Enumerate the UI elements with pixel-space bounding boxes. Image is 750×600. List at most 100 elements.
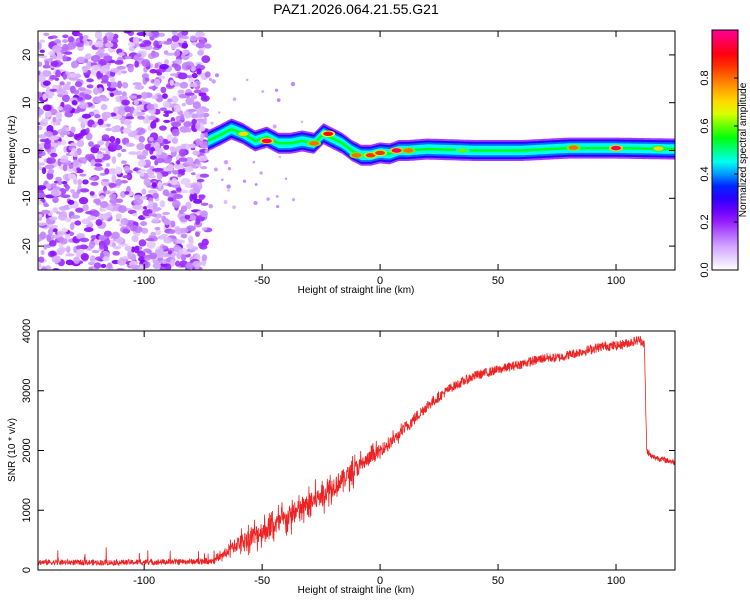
noise-blob [79, 188, 90, 193]
noise-blob [125, 116, 135, 120]
noise-blob [198, 122, 204, 130]
noise-blob [116, 65, 127, 70]
noise-blob [83, 227, 94, 233]
noise-blob [43, 203, 50, 208]
noise-blob [81, 218, 91, 225]
noise-speck [290, 81, 296, 87]
noise-blob [148, 175, 156, 179]
noise-blob [117, 258, 127, 266]
noise-speck [278, 155, 282, 159]
spectrogram-ytick-label: 0 [21, 147, 33, 153]
noise-blob [152, 206, 162, 211]
noise-blob [39, 49, 45, 54]
noise-blob [75, 42, 84, 48]
noise-blob [50, 54, 57, 60]
noise-blob [202, 117, 208, 122]
noise-blob [50, 183, 57, 188]
noise-blob [111, 200, 117, 206]
noise-blob [56, 88, 66, 95]
noise-blob [43, 131, 54, 137]
snr-xtick-label: 50 [492, 575, 504, 587]
noise-blob [121, 148, 127, 153]
noise-blob [136, 142, 146, 151]
spectrogram-xtick-label: 50 [492, 275, 504, 287]
noise-blob [87, 40, 93, 46]
noise-blob [171, 31, 178, 36]
noise-blob [155, 147, 164, 153]
noise-blob [148, 32, 153, 37]
noise-blob [180, 253, 187, 261]
noise-blob [38, 108, 44, 116]
noise-blob [134, 84, 145, 90]
noise-blob [160, 233, 169, 238]
noise-blob [201, 254, 208, 262]
noise-blob [106, 211, 112, 218]
noise-blob [78, 87, 86, 91]
noise-blob [188, 235, 194, 243]
noise-blob [114, 166, 123, 175]
noise-blob [181, 102, 187, 107]
noise-blob [82, 89, 92, 95]
noise-blob [132, 130, 139, 134]
noise-blob [65, 217, 72, 223]
noise-blob [42, 104, 52, 112]
noise-blob [164, 263, 172, 270]
ridge-peak [365, 153, 376, 158]
noise-blob [188, 77, 195, 83]
snr-xtick-label: -100 [133, 575, 155, 587]
noise-blob [114, 90, 123, 96]
noise-blob [127, 64, 134, 73]
noise-blob [196, 160, 201, 165]
noise-blob [76, 56, 86, 64]
noise-blob [84, 58, 89, 64]
noise-blob [74, 221, 81, 226]
noise-blob [183, 121, 193, 128]
noise-blob [169, 146, 177, 153]
noise-blob [148, 252, 158, 260]
noise-blob [159, 200, 166, 208]
noise-blob [150, 231, 157, 237]
noise-blob [196, 107, 205, 115]
noise-blob [99, 244, 105, 250]
noise-blob [73, 89, 80, 95]
noise-blob [99, 97, 110, 102]
noise-blob [203, 43, 212, 49]
colorbar-ticks: 0.0 0.2 0.4 0.6 0.8 [699, 70, 738, 278]
noise-blob [51, 189, 59, 197]
noise-blob [163, 100, 171, 108]
noise-blob [120, 160, 128, 165]
noise-blob [92, 87, 100, 95]
noise-blob [110, 77, 116, 83]
noise-blob [62, 39, 69, 43]
noise-blob [85, 127, 90, 134]
noise-blob [61, 181, 68, 185]
noise-blob [79, 173, 87, 177]
noise-blob [119, 223, 124, 227]
noise-blob [201, 227, 208, 231]
noise-blob [187, 108, 198, 112]
noise-blob [102, 206, 107, 212]
noise-blob [200, 165, 208, 170]
noise-blob [136, 31, 147, 36]
noise-blob [160, 86, 167, 94]
noise-blob [189, 193, 194, 202]
noise-blob [199, 39, 207, 44]
noise-blob [70, 189, 75, 194]
noise-blob [46, 124, 54, 133]
noise-speck [232, 97, 237, 101]
noise-blob [167, 250, 173, 255]
noise-blob [180, 205, 188, 213]
noise-blob [72, 159, 80, 167]
noise-blob [48, 216, 58, 221]
noise-blob [62, 72, 67, 80]
noise-speck [226, 184, 231, 189]
noise-blob [169, 79, 174, 86]
noise-blob [61, 139, 67, 146]
noise-blob [118, 52, 125, 57]
noise-blob [169, 229, 176, 234]
colorbar: 0.0 0.2 0.4 0.6 0.8 Normalized spectral ampl… [699, 29, 749, 278]
noise-blob [148, 137, 154, 142]
noise-blob [124, 245, 132, 252]
spectrogram-marks [38, 31, 675, 270]
